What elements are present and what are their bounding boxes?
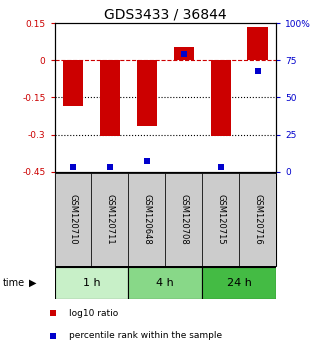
Bar xyxy=(165,173,202,266)
Bar xyxy=(91,173,128,266)
Bar xyxy=(137,60,157,126)
Text: log10 ratio: log10 ratio xyxy=(69,309,119,318)
Text: GSM120710: GSM120710 xyxy=(68,194,78,245)
Text: GSM120708: GSM120708 xyxy=(179,194,188,245)
Bar xyxy=(55,267,128,299)
Bar xyxy=(55,173,91,266)
Bar xyxy=(63,60,83,106)
Text: GSM120716: GSM120716 xyxy=(253,194,262,245)
Bar xyxy=(100,60,120,136)
Text: GSM120648: GSM120648 xyxy=(142,194,152,245)
Title: GDS3433 / 36844: GDS3433 / 36844 xyxy=(104,8,227,22)
Bar xyxy=(128,267,202,299)
Text: GSM120711: GSM120711 xyxy=(105,194,115,245)
Text: ▶: ▶ xyxy=(29,278,36,288)
Text: percentile rank within the sample: percentile rank within the sample xyxy=(69,331,222,340)
Bar xyxy=(239,173,276,266)
Bar xyxy=(174,46,194,60)
Bar xyxy=(202,173,239,266)
Bar xyxy=(202,267,276,299)
Bar xyxy=(247,27,268,60)
Text: time: time xyxy=(3,278,25,288)
Text: 1 h: 1 h xyxy=(83,278,100,288)
Bar xyxy=(128,173,165,266)
Text: 24 h: 24 h xyxy=(227,278,252,288)
Text: 4 h: 4 h xyxy=(156,278,174,288)
Bar xyxy=(211,60,231,136)
Text: GSM120715: GSM120715 xyxy=(216,194,225,245)
